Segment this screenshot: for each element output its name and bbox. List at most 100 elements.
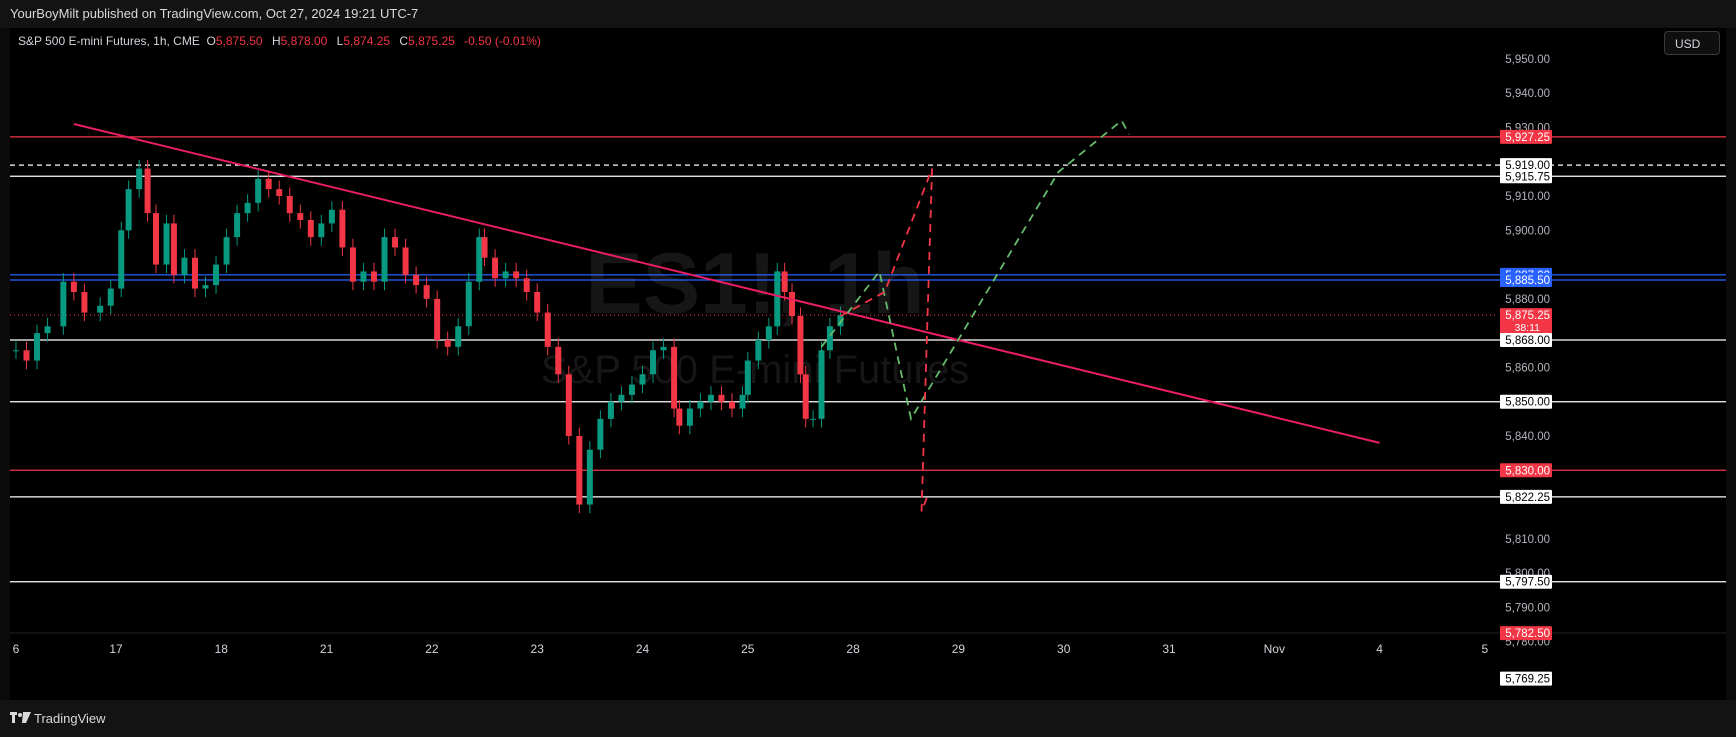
y-tick-label: 5,880.00 — [1505, 294, 1550, 306]
price-badge-label: 5,782.50 — [1505, 628, 1550, 640]
candle-body — [360, 271, 367, 282]
currency-button[interactable]: USD — [1664, 31, 1720, 55]
tradingview-logo-icon[interactable] — [10, 712, 32, 724]
candle-body — [286, 196, 293, 214]
candle-body — [181, 257, 188, 275]
projection-path — [820, 119, 1130, 422]
x-tick-label: 23 — [531, 642, 545, 656]
candle-body — [476, 237, 483, 282]
candle-body — [191, 257, 198, 289]
candle-body — [513, 271, 520, 279]
candle-body — [144, 168, 151, 214]
candle-body — [765, 326, 772, 340]
x-tick-label: 21 — [320, 642, 334, 656]
candle-body — [502, 271, 509, 279]
candle-body — [607, 401, 614, 419]
candle-body — [492, 257, 499, 279]
x-tick-label: 6 — [13, 642, 20, 656]
candle-body — [153, 213, 160, 265]
low-label: L — [336, 34, 344, 48]
candle-body — [255, 178, 262, 203]
candle-body — [213, 264, 220, 286]
candle-body — [402, 247, 409, 275]
candle-body — [307, 220, 314, 238]
candle-body — [244, 202, 251, 214]
price-chart[interactable]: ES1!, 1hS&P 500 E-mini Futures ⚡ 6171821… — [10, 28, 1726, 700]
candle-body — [826, 326, 833, 351]
candle-body — [163, 223, 170, 265]
price-badge — [1500, 273, 1552, 287]
candle-body — [81, 292, 88, 313]
price-badge — [1500, 394, 1552, 409]
x-tick-label: 30 — [1057, 642, 1071, 656]
footer-bar — [0, 700, 1736, 737]
candle-body — [70, 281, 77, 292]
candle-body — [265, 178, 272, 190]
symbol-legend: S&P 500 E-mini Futures, 1h, CME O5,875.5… — [18, 33, 547, 49]
candle-body — [729, 401, 736, 409]
candle-body — [170, 223, 177, 275]
x-tick-label: 28 — [846, 642, 860, 656]
bar-countdown: 38:11 — [1515, 322, 1541, 334]
x-tick-label: 25 — [741, 642, 755, 656]
candle-body — [444, 340, 451, 347]
candle-body — [639, 374, 646, 385]
price-badge-label: 5,927.25 — [1505, 132, 1550, 144]
candle-body — [565, 374, 572, 436]
y-tick-label: 5,900.00 — [1505, 225, 1550, 237]
open-label: O — [206, 34, 216, 48]
watermark-ticker: ES1!, 1h — [585, 236, 924, 332]
candle-body — [97, 305, 104, 313]
candle-body — [465, 281, 472, 327]
candle-body — [297, 213, 304, 220]
open-value: 5,875.50 — [215, 34, 263, 48]
candle-body — [576, 436, 583, 505]
x-tick-label: 18 — [215, 642, 229, 656]
y-tick-label: 5,950.00 — [1505, 54, 1550, 66]
candle-body — [413, 274, 420, 286]
price-badge — [1500, 626, 1552, 641]
close-value: 5,875.25 — [408, 34, 455, 48]
candle-body — [339, 209, 346, 248]
high-label: H — [271, 34, 281, 48]
candle-body — [686, 408, 693, 426]
candle-body — [774, 271, 781, 327]
chart-area[interactable]: ES1!, 1hS&P 500 E-mini Futures ⚡ 6171821… — [10, 28, 1726, 700]
candle-body — [328, 209, 335, 224]
price-badge — [1500, 671, 1552, 686]
price-badge-label: 5,919.00 — [1505, 160, 1550, 172]
footer-brand[interactable]: TradingView — [34, 711, 106, 726]
candle-body — [136, 168, 143, 190]
publication-bar: YourBoyMilt published on TradingView.com… — [0, 0, 1736, 28]
price-badge — [1500, 169, 1552, 184]
candle-body — [744, 360, 751, 395]
candle-body — [423, 285, 430, 299]
candle-body — [810, 418, 817, 420]
candle-body — [781, 271, 788, 292]
candle-body — [202, 285, 209, 289]
price-badge — [1500, 129, 1552, 144]
y-tick-label: 5,840.00 — [1505, 431, 1550, 443]
candle-body — [802, 374, 809, 419]
candle-body — [628, 384, 635, 395]
candle-body — [650, 350, 657, 375]
x-tick-label: Nov — [1264, 642, 1285, 656]
candle-body — [697, 401, 704, 409]
x-tick-label: 22 — [425, 642, 439, 656]
price-badge-label: 5,850.00 — [1505, 397, 1550, 409]
price-badge-label: 5,830.00 — [1505, 465, 1550, 477]
candle-body — [223, 237, 230, 265]
candle-body — [555, 346, 562, 375]
candle-body — [534, 292, 541, 313]
x-tick-label: 4 — [1376, 642, 1383, 656]
candle-body — [544, 312, 551, 347]
price-badge-label: 5,868.00 — [1505, 335, 1550, 347]
price-badge-label: 5,915.75 — [1505, 171, 1550, 183]
candle-body — [818, 350, 825, 419]
candle-body — [370, 271, 377, 282]
price-badge — [1500, 308, 1552, 335]
x-tick-label: 29 — [952, 642, 966, 656]
candle-body — [618, 394, 625, 402]
candle-body — [23, 350, 30, 361]
candle-body — [125, 189, 132, 231]
